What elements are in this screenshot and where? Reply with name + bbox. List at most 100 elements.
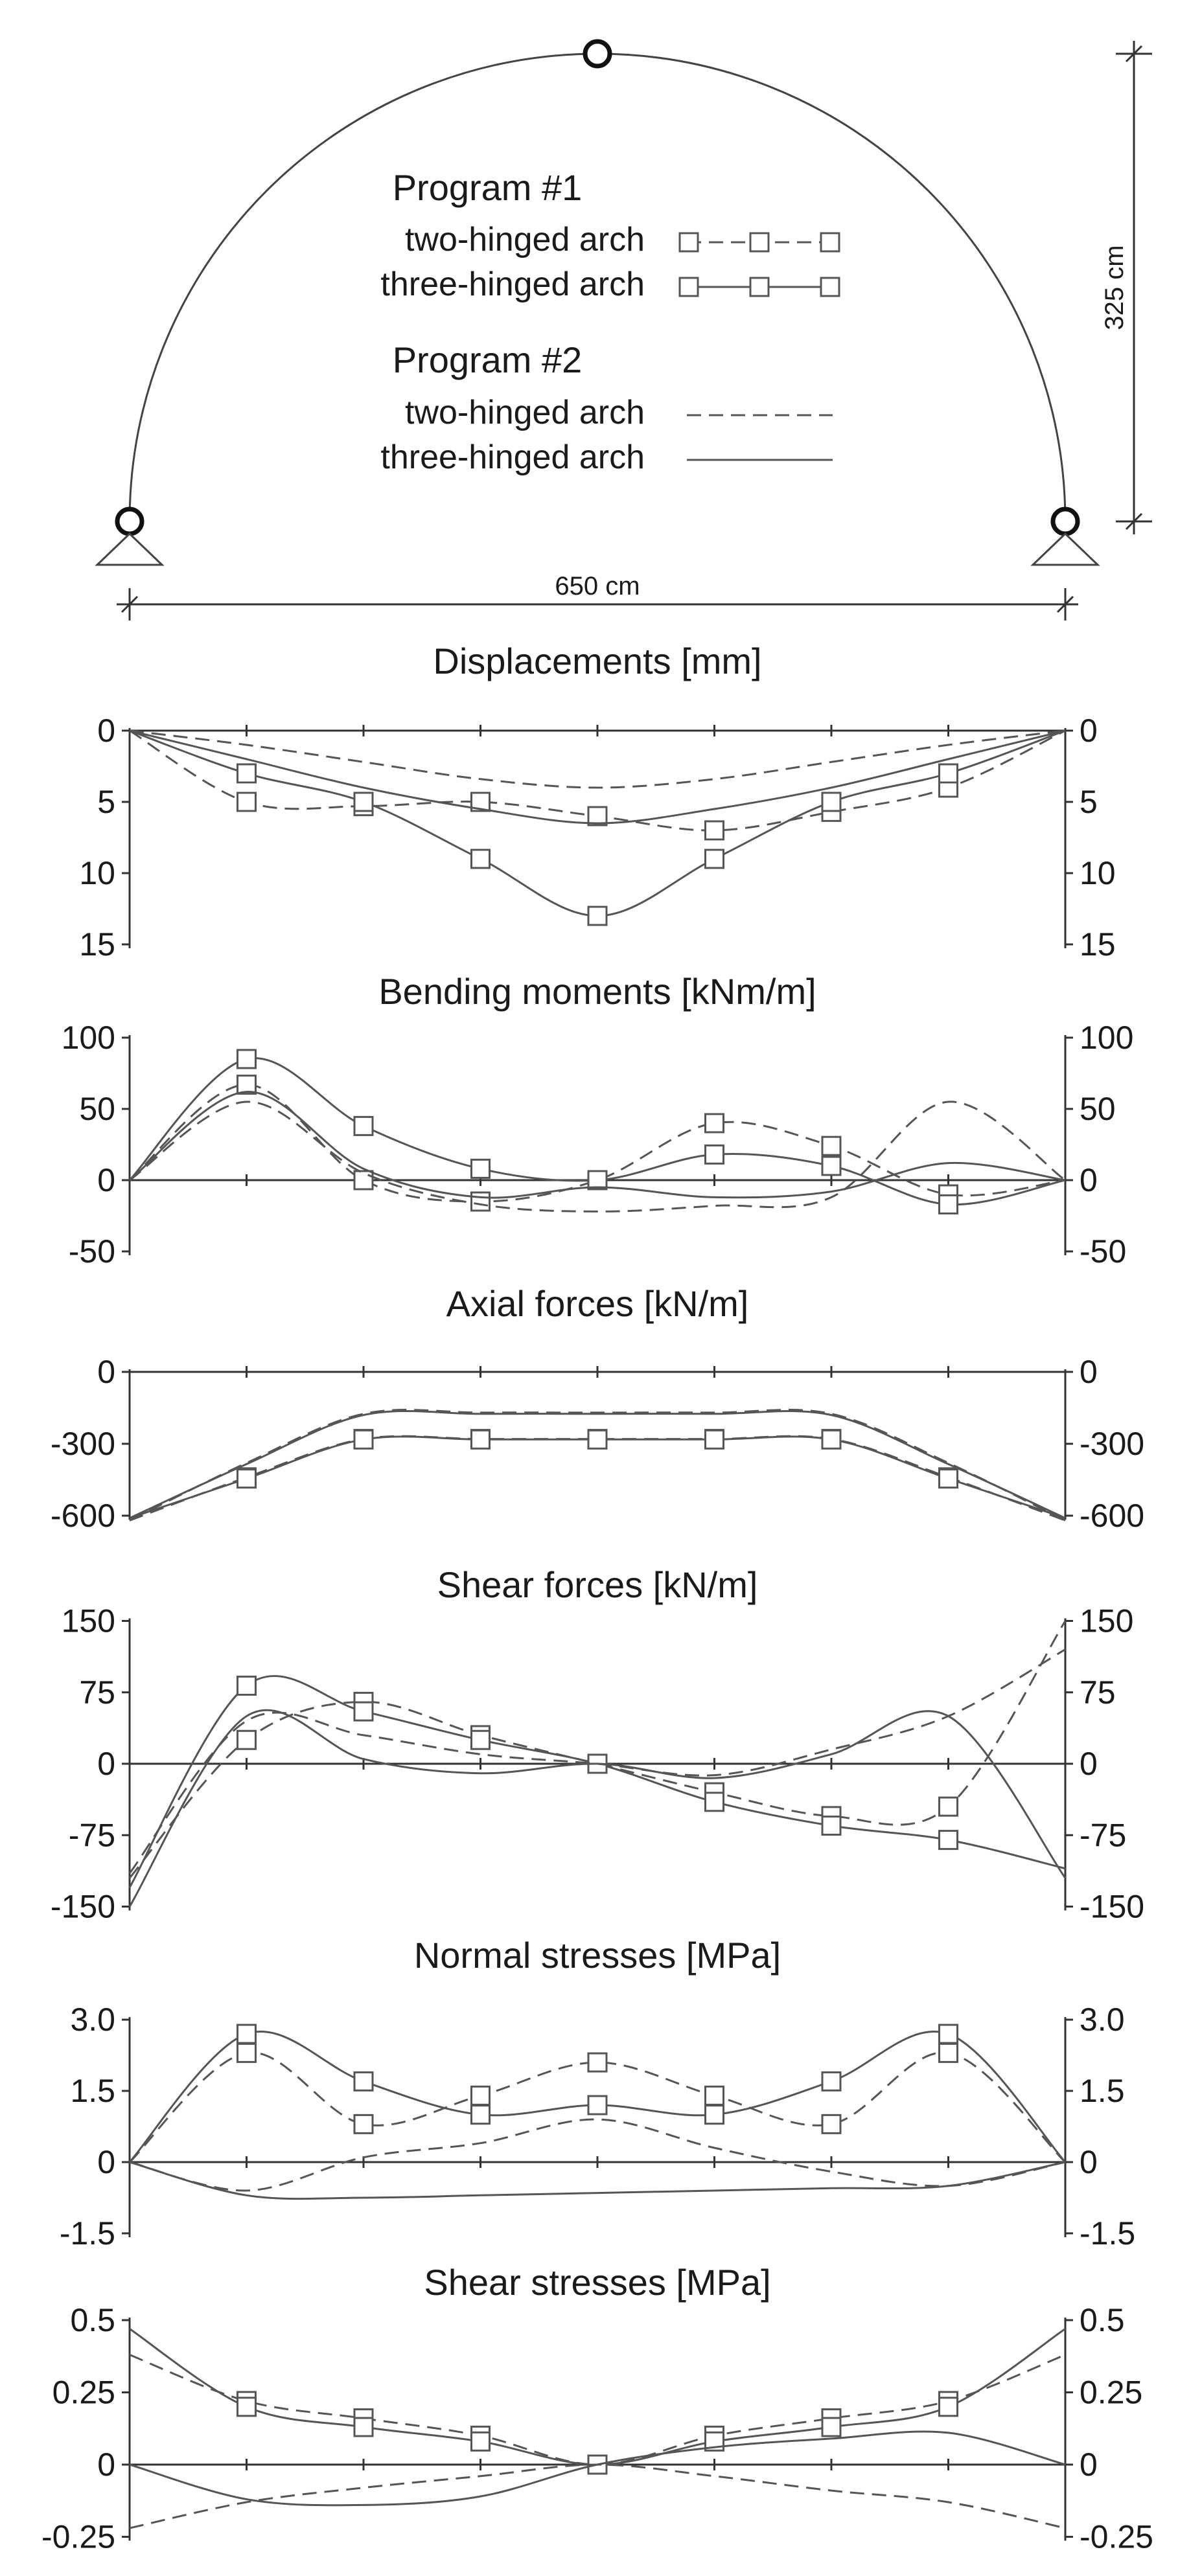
height-slash-top [1125, 45, 1143, 63]
chart-panel-4: Normal stresses [MPa] 3.0 3.0 1.5 1.5 0 0 -1.5 -… [60, 1935, 1135, 2251]
data-point-p1_three [938, 1194, 958, 1214]
y-tick-label-left: 3.0 [70, 2001, 115, 2038]
legend-marker-p1_three-2 [820, 277, 840, 297]
series-line-p1_two [129, 1435, 1066, 1522]
data-point-p1_two [237, 1729, 257, 1750]
data-point-p1_two [704, 820, 724, 841]
y-tick-label-right: 100 [1080, 1020, 1133, 1056]
arch-schematic: 650 cm 325 cm [95, 39, 1152, 621]
charts-group: Displacements [mm] 0 0 5 5 10 10 15 15 Bending mo… [41, 641, 1153, 2555]
data-point-p1_two [470, 792, 491, 812]
legend-marker-p1_three-0 [678, 277, 699, 297]
data-point-p1_three [704, 1429, 724, 1450]
data-point-p1_two [821, 2114, 842, 2134]
legend-marker-p1_two-1 [749, 232, 770, 253]
data-point-p1_three [587, 1170, 608, 1191]
data-point-p1_three [353, 1115, 374, 1136]
y-tick-label-left: -0.25 [41, 2519, 115, 2555]
y-tick-label-right: -75 [1080, 1817, 1126, 1853]
data-point-p1_three [470, 2431, 491, 2452]
data-point-p1_three [237, 2023, 257, 2044]
chart-panel-3: Shear forces [kN/m] 150 150 75 75 0 0 -75 -75 -15… [51, 1564, 1144, 1925]
series-line-p2_three [129, 2430, 1066, 2507]
data-point-p1_three [704, 2104, 724, 2125]
y-tick-label-left: 0.5 [70, 2302, 115, 2338]
y-tick-label-left: -1.5 [60, 2215, 115, 2251]
y-tick-label-right: 15 [1080, 926, 1116, 963]
chart-panel-1: Bending moments [kNm/m] 100 100 50 50 0 0 -50 -5… [62, 971, 1134, 1270]
y-tick-label-left: -75 [69, 1817, 115, 1853]
y-tick-label-left: 0 [97, 2446, 115, 2483]
data-point-p1_three [821, 2071, 842, 2092]
chart-panel-0: Displacements [mm] 0 0 5 5 10 10 15 15 [79, 641, 1115, 963]
y-tick-label-left: 0 [97, 1746, 115, 1782]
y-tick-label-right: 150 [1080, 1603, 1133, 1639]
data-point-p1_three [470, 849, 491, 869]
legend: Program #1 two-hinged arch three-hinged … [380, 167, 840, 476]
y-tick-label-left: 100 [62, 1020, 115, 1056]
data-point-p1_three [587, 2095, 608, 2115]
data-point-p1_three [938, 2397, 958, 2417]
y-tick-label-right: 3.0 [1080, 2001, 1125, 2038]
data-point-p1_three [821, 2417, 842, 2437]
right-support-triangle [1030, 532, 1100, 566]
span-slash-left [121, 595, 139, 613]
y-tick-label-left: 0 [97, 1162, 115, 1198]
y-tick-label-right: -50 [1080, 1233, 1126, 1270]
y-tick-label-right: 0.25 [1080, 2375, 1142, 2411]
data-point-p1_three [237, 763, 257, 784]
chart-title: Axial forces [kN/m] [446, 1283, 749, 1324]
data-point-p1_two [587, 2052, 608, 2073]
data-point-p1_three [237, 2397, 257, 2417]
data-point-p1_three [470, 1729, 491, 1750]
data-point-p1_three [704, 849, 724, 869]
chart-title: Bending moments [kNm/m] [378, 971, 816, 1012]
y-tick-label-left: 15 [79, 926, 115, 963]
legend-program1-heading: Program #1 [393, 167, 583, 208]
data-point-p1_three [237, 1675, 257, 1696]
legend-symbols [678, 232, 840, 461]
y-tick-label-right: -600 [1080, 1498, 1144, 1534]
series-line-p1_three [129, 2328, 1066, 2466]
data-point-p1_three [470, 1429, 491, 1450]
data-point-p1_three [704, 1792, 724, 1812]
chart-title: Displacements [mm] [433, 641, 761, 681]
data-point-p1_three [938, 1468, 958, 1489]
y-tick-label-left: 0 [97, 712, 115, 749]
data-point-p1_two [470, 2085, 491, 2106]
y-tick-label-left: 0.25 [52, 2375, 115, 2411]
legend-marker-p1_three-1 [749, 277, 770, 297]
y-tick-label-right: 0 [1080, 1746, 1098, 1782]
y-tick-label-right: 0 [1080, 1162, 1098, 1198]
y-tick-label-right: 0 [1080, 712, 1098, 749]
chart-title: Shear forces [kN/m] [437, 1564, 758, 1605]
right-hinge [1050, 507, 1080, 536]
legend-marker-p1_two-2 [820, 232, 840, 253]
series-line-p2_two [129, 1409, 1066, 1522]
y-tick-label-left: 5 [97, 784, 115, 820]
left-support-triangle [95, 532, 165, 566]
series-line-p2_two [129, 1100, 1066, 1213]
data-point-p1_two [237, 1075, 257, 1095]
y-tick-label-left: -300 [51, 1426, 115, 1462]
data-point-p1_three [821, 1429, 842, 1450]
legend-p2-three-label: three-hinged arch [380, 439, 645, 476]
y-tick-label-left: -150 [51, 1889, 115, 1925]
y-tick-label-right: -150 [1080, 1889, 1144, 1925]
y-tick-label-left: 10 [79, 855, 115, 891]
series-line-p2_three [129, 1409, 1066, 1520]
data-point-p1_two [938, 2042, 958, 2063]
legend-p2-two-label: two-hinged arch [405, 394, 645, 431]
y-tick-label-right: -1.5 [1080, 2215, 1135, 2251]
y-tick-label-right: 10 [1080, 855, 1116, 891]
chart-panel-5: Shear stresses [MPa] 0.5 0.5 0.25 0.25 0 0 -0.2… [41, 2262, 1153, 2555]
data-point-p1_two [704, 1113, 724, 1134]
y-tick-label-right: 75 [1080, 1674, 1116, 1711]
data-point-p1_three [353, 2417, 374, 2437]
y-tick-label-right: 0 [1080, 2446, 1098, 2483]
y-tick-label-left: -600 [51, 1498, 115, 1534]
left-hinge [115, 507, 144, 536]
data-point-p1_three [821, 792, 842, 812]
y-tick-label-right: 0 [1080, 1354, 1098, 1390]
